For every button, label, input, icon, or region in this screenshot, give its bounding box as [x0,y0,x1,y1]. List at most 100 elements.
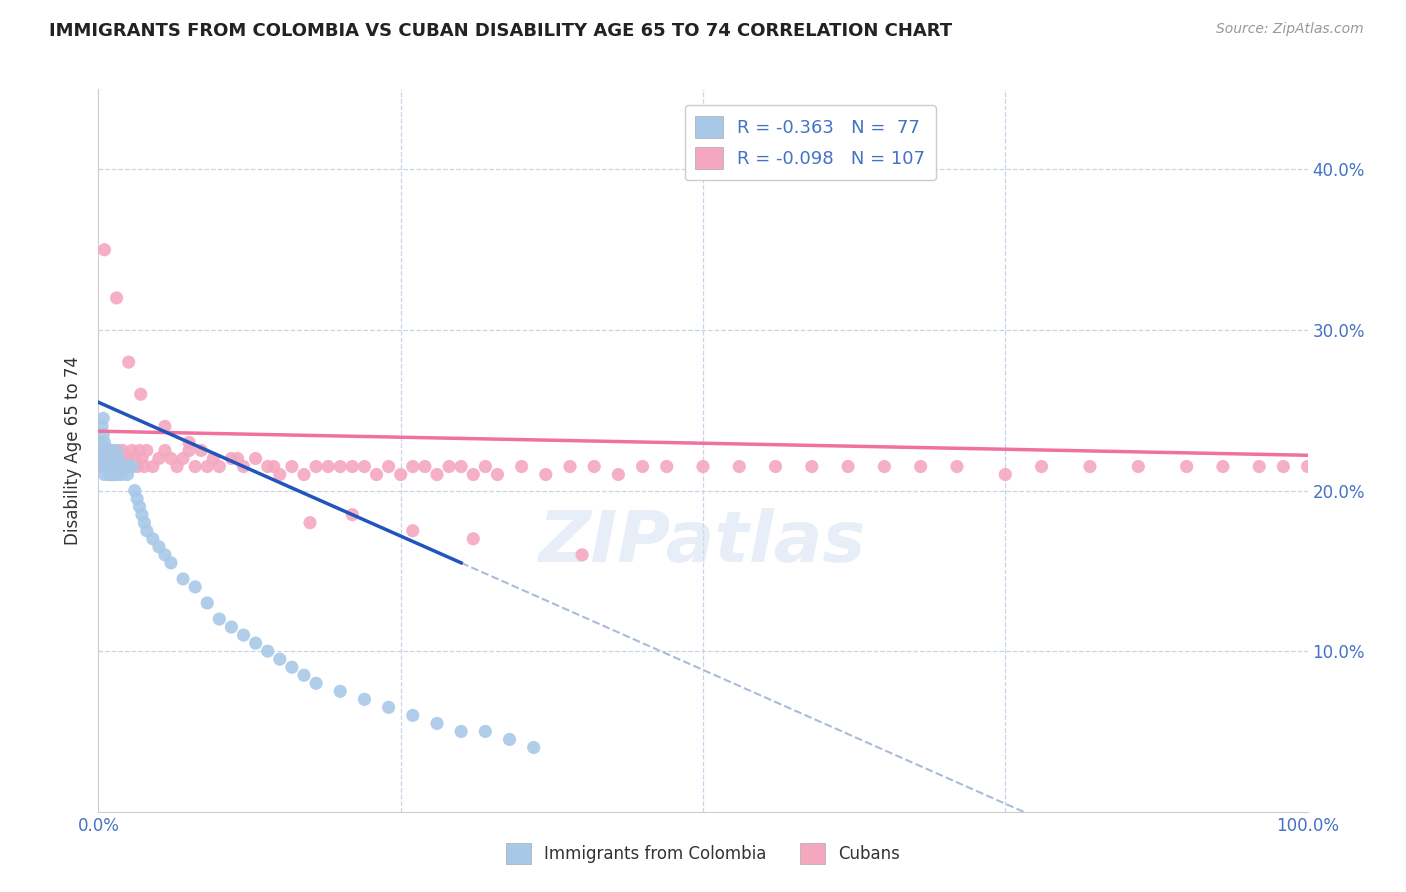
Point [118,459,141,474]
Point [450,724,472,739]
Point [389,467,412,482]
Point [329,684,352,698]
Text: IMMIGRANTS FROM COLOMBIA VS CUBAN DISABILITY AGE 65 TO 74 CORRELATION CHART: IMMIGRANTS FROM COLOMBIA VS CUBAN DISABI… [49,22,952,40]
Point [692,459,714,474]
Point [1128,459,1150,474]
Point [245,636,267,650]
Point [131,508,153,522]
Point [100,467,122,482]
Point [124,451,146,466]
Point [91,443,114,458]
Point [1249,459,1271,474]
Point [353,692,375,706]
Point [93,467,115,482]
Point [299,516,322,530]
Point [281,660,304,674]
Point [765,459,787,474]
Point [103,467,125,482]
Point [160,451,183,466]
Point [107,467,129,482]
Point [474,724,496,739]
Point [305,676,328,690]
Point [94,451,117,466]
Point [558,459,581,474]
Point [97,451,120,466]
Point [263,459,285,474]
Point [100,459,122,474]
Point [100,443,122,458]
Point [329,459,352,474]
Point [413,459,436,474]
Point [655,459,678,474]
Point [98,451,121,466]
Point [195,459,218,474]
Point [91,443,114,458]
Point [101,459,124,474]
Point [91,419,114,434]
Point [148,451,170,466]
Point [90,435,112,450]
Point [121,459,143,474]
Point [93,443,115,458]
Point [437,459,460,474]
Point [305,459,328,474]
Point [153,548,176,562]
Point [107,459,129,474]
Point [105,451,128,466]
Point [103,451,125,466]
Point [100,443,122,458]
Point [104,459,127,474]
Legend: Immigrants from Colombia, Cubans: Immigrants from Colombia, Cubans [499,837,907,871]
Point [100,467,122,482]
Point [510,459,533,474]
Point [631,459,654,474]
Point [195,596,218,610]
Point [946,459,969,474]
Point [160,556,183,570]
Point [523,740,546,755]
Point [96,459,118,474]
Point [1212,459,1234,474]
Point [402,708,425,723]
Point [97,443,120,458]
Point [377,700,399,714]
Point [91,427,114,442]
Point [108,451,131,466]
Point [208,612,231,626]
Text: Source: ZipAtlas.com: Source: ZipAtlas.com [1216,22,1364,37]
Point [377,459,399,474]
Point [873,459,896,474]
Point [94,451,117,466]
Point [245,451,267,466]
Point [166,459,188,474]
Point [1296,459,1319,474]
Point [135,443,157,458]
Point [91,459,114,474]
Point [90,451,112,466]
Text: ZIPatlas: ZIPatlas [540,508,866,577]
Point [534,467,557,482]
Point [463,467,485,482]
Point [134,516,156,530]
Point [498,732,520,747]
Point [93,435,115,450]
Point [108,459,131,474]
Point [107,443,129,458]
Point [316,459,339,474]
Point [111,459,134,474]
Point [98,451,121,466]
Point [232,459,254,474]
Point [142,532,165,546]
Point [571,548,593,562]
Point [402,459,425,474]
Point [135,524,157,538]
Point [153,419,176,434]
Point [172,572,194,586]
Point [281,459,304,474]
Point [179,435,201,450]
Point [103,459,125,474]
Point [837,459,859,474]
Point [342,508,364,522]
Point [100,459,122,474]
Point [1175,459,1198,474]
